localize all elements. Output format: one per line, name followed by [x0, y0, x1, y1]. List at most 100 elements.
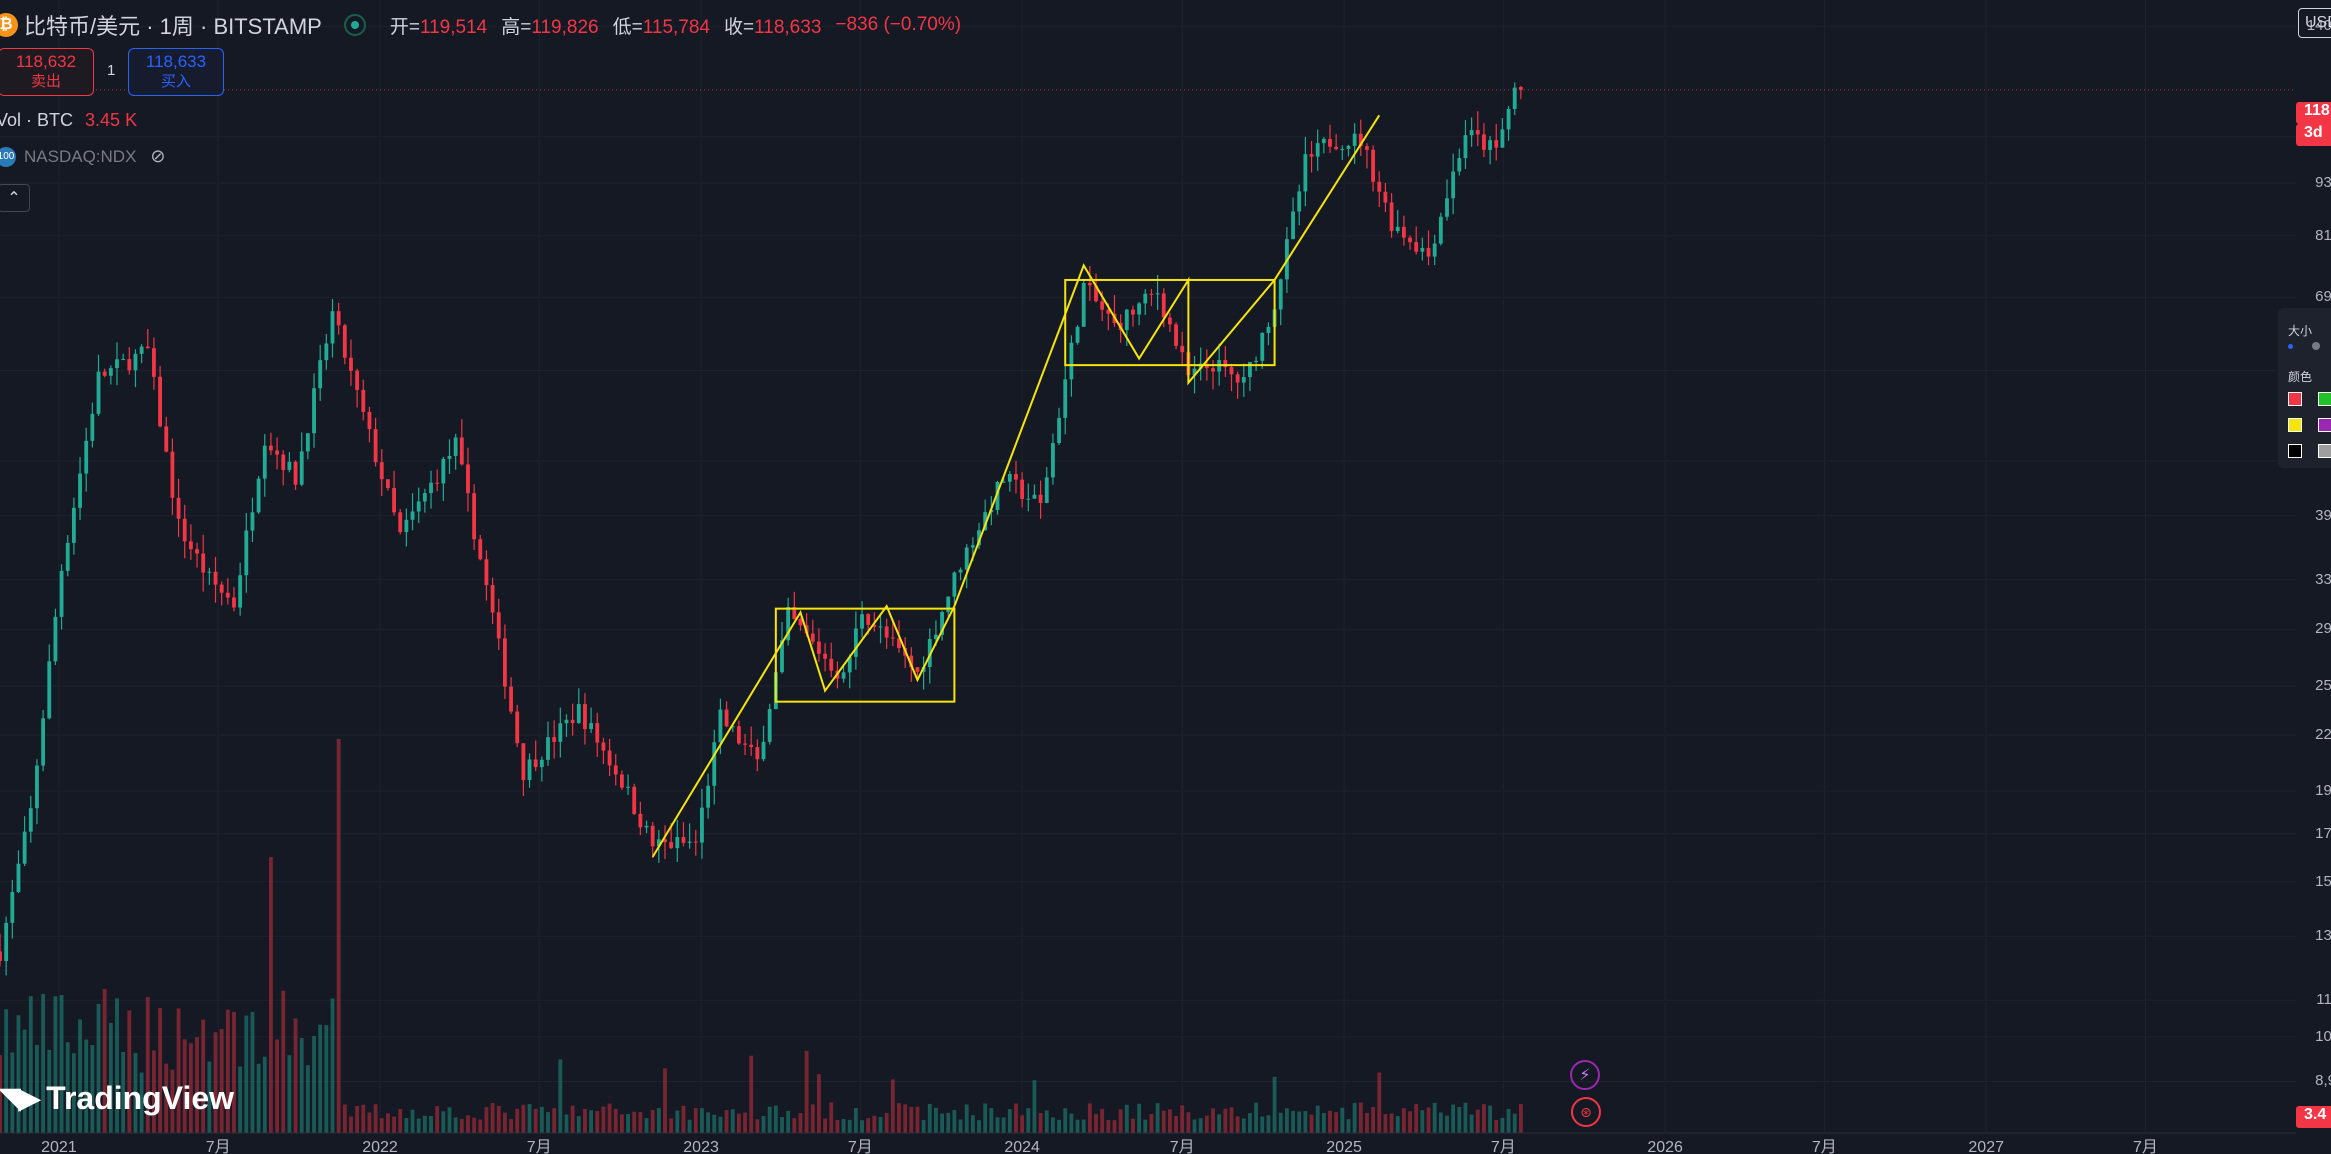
tradingview-logo[interactable]: ◥▶ TradingView — [0, 1080, 234, 1117]
order-quantity[interactable]: 1 — [107, 62, 116, 79]
volume-bar — [761, 1115, 766, 1133]
volume-bar — [1075, 1119, 1080, 1133]
candle-body — [583, 704, 587, 730]
volume-bar — [133, 1053, 138, 1133]
price-axis-label: 8,9 — [2315, 1072, 2331, 1090]
volume-bar — [108, 1022, 113, 1133]
volume-bar — [1131, 1118, 1135, 1133]
candle-body — [860, 614, 864, 629]
volume-bar — [145, 997, 150, 1133]
candle-body — [16, 863, 21, 893]
size-dot-selected[interactable] — [2288, 344, 2293, 349]
candle-body — [1488, 140, 1493, 150]
candle-body — [546, 737, 550, 760]
price-axis[interactable]: 140,105,93,81,69,57,45,39,33,29,25,22,19… — [2296, 0, 2331, 1154]
volume-bar — [1229, 1107, 1234, 1133]
symbol-title[interactable]: 比特币/美元 · 1周 · BITSTAMP — [24, 14, 322, 39]
candle-body — [1124, 309, 1129, 331]
color-swatch[interactable] — [2318, 392, 2331, 406]
collapse-legend-button[interactable]: ⌃ — [0, 184, 30, 212]
volume-bar — [1266, 1115, 1271, 1133]
candle-body — [490, 585, 495, 613]
candle-body — [1518, 86, 1523, 90]
candle-body — [1229, 367, 1234, 375]
candle-body — [1414, 242, 1419, 252]
candle-body — [607, 750, 612, 766]
candle-body — [182, 518, 187, 542]
candle-body — [638, 813, 643, 828]
drawing-settings-panel[interactable]: 大小 颜色 — [2278, 308, 2331, 468]
tv-logo-icon: ◥▶ — [0, 1082, 41, 1115]
volume-bar — [983, 1103, 988, 1133]
currency-button[interactable]: USD — [2298, 8, 2331, 38]
volume-bar — [890, 1079, 895, 1133]
compare-legend[interactable]: 100 NASDAQ:NDX ⊘ — [0, 146, 166, 167]
candle-body — [1297, 191, 1302, 212]
volume-bar — [1020, 1115, 1025, 1133]
volume-bar — [946, 1112, 951, 1133]
candle-body — [201, 553, 206, 573]
candle-body — [656, 839, 661, 847]
candle-body — [780, 640, 784, 673]
volume-bar — [1254, 1102, 1259, 1133]
candle-body — [841, 672, 846, 679]
market-status-icon[interactable] — [343, 14, 366, 36]
lightning-event-icon[interactable]: ⚡ — [1570, 1060, 1600, 1090]
candle-body — [158, 376, 163, 427]
candle-body — [342, 325, 347, 358]
candle-body — [293, 461, 298, 485]
candle-body — [589, 723, 594, 730]
candle-body — [287, 461, 292, 470]
volume-bar — [1094, 1113, 1098, 1133]
volume-bar — [780, 1117, 784, 1133]
volume-bar — [96, 1003, 101, 1133]
color-swatch[interactable] — [2288, 444, 2302, 458]
volume-bar — [53, 996, 58, 1133]
candle-body — [386, 479, 390, 489]
eye-hidden-icon[interactable]: ⊘ — [150, 146, 166, 166]
price-axis-label: 19, — [2315, 782, 2331, 800]
volume-bar — [533, 1108, 538, 1133]
candle-body — [767, 709, 772, 742]
candle-body — [379, 462, 384, 480]
volume-bar — [897, 1103, 901, 1133]
candle-body — [361, 389, 366, 412]
volume-bar — [1494, 1119, 1499, 1133]
candle-body — [736, 726, 741, 744]
volume-bar — [952, 1110, 957, 1133]
us-economic-event-icon[interactable]: ⊛ — [1571, 1097, 1601, 1127]
volume-bar — [576, 1116, 581, 1133]
color-swatch[interactable] — [2288, 392, 2302, 406]
candle-body — [1328, 138, 1332, 147]
candle-body — [878, 626, 883, 628]
candle-body — [10, 892, 15, 923]
volume-bar — [0, 1055, 2, 1133]
volume-legend[interactable]: Vol · BTC 3.45 K — [0, 110, 137, 131]
price-axis-label: 22, — [2315, 725, 2331, 743]
color-swatch[interactable] — [2318, 444, 2331, 458]
candle-body — [1463, 135, 1468, 159]
sell-button[interactable]: 118,632 卖出 — [0, 48, 94, 96]
candle-body — [496, 612, 501, 639]
volume-bar — [429, 1115, 433, 1133]
time-axis-label: 7月 — [206, 1139, 231, 1154]
size-dot-medium[interactable] — [2312, 342, 2320, 350]
candle-body — [669, 842, 674, 849]
last-price-tag: 118 — [2296, 102, 2331, 124]
candle-body — [927, 638, 932, 668]
volume-bar — [1426, 1107, 1431, 1133]
buy-button[interactable]: 118,633 买入 — [128, 48, 224, 96]
color-swatch[interactable] — [2288, 418, 2302, 432]
candle-body — [712, 742, 717, 786]
candle-body — [1051, 443, 1055, 478]
price-axis-label: 33, — [2315, 570, 2331, 588]
volume-bar — [158, 1008, 163, 1133]
candle-body — [115, 359, 119, 369]
chart-grid — [0, 0, 2296, 1132]
candle-body — [576, 704, 581, 724]
volume-bar — [441, 1111, 446, 1133]
volume-bar — [1475, 1109, 1480, 1133]
volume-bar — [293, 1018, 298, 1133]
color-swatch[interactable] — [2318, 418, 2331, 432]
